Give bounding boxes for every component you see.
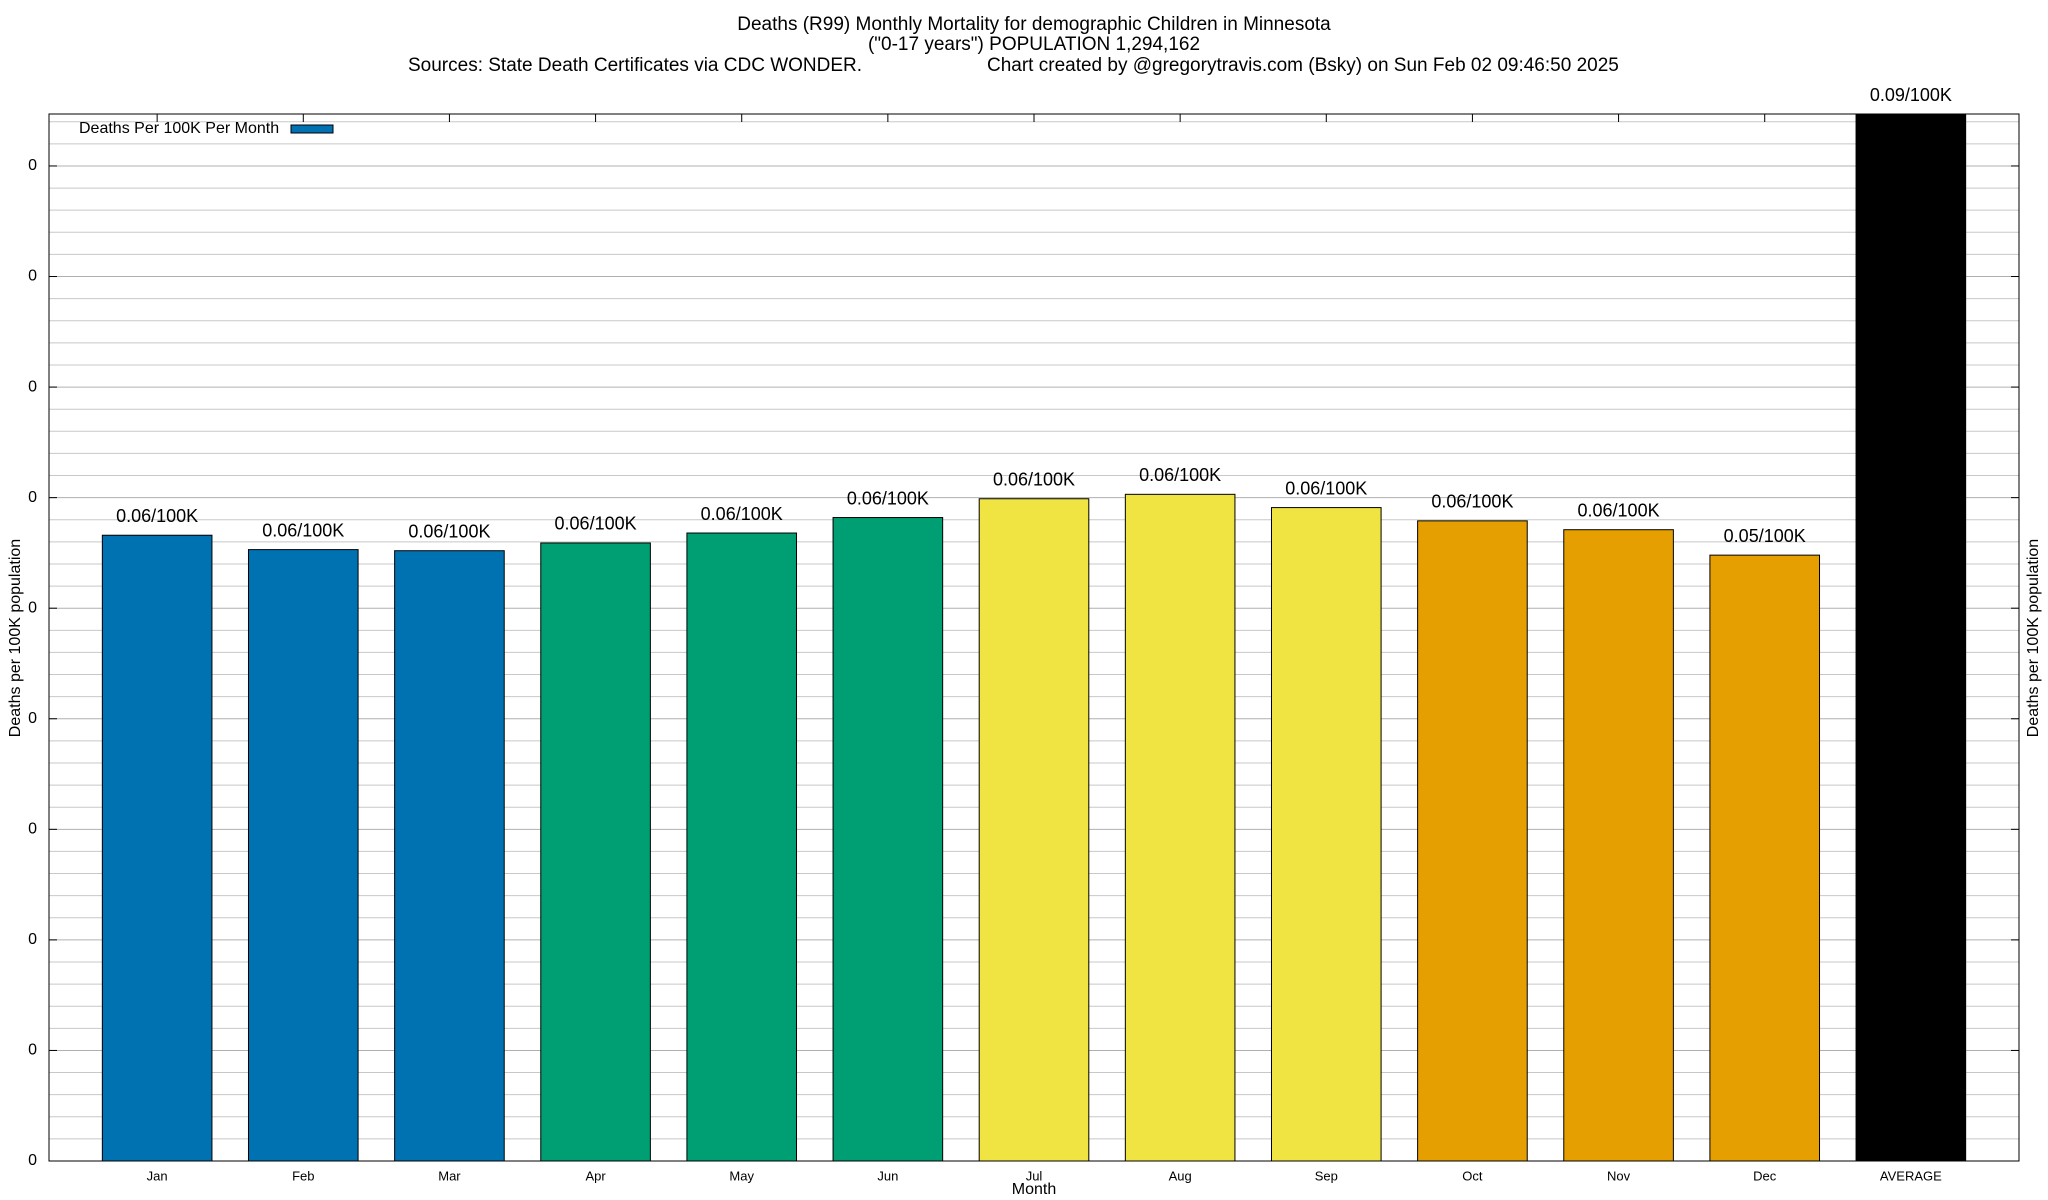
y-tick-label: 0 <box>28 489 37 506</box>
value-label: 0.06/100K <box>116 506 198 526</box>
bar <box>978 498 1090 1162</box>
legend-label: Deaths Per 100K Per Month <box>79 120 279 137</box>
bar <box>394 550 505 1162</box>
x-tick-label: Oct <box>1462 1168 1483 1183</box>
y-tick-label: 0 <box>28 821 37 838</box>
x-tick-label: Jan <box>147 1168 168 1183</box>
value-label: 0.09/100K <box>1870 85 1952 105</box>
bar <box>247 549 359 1162</box>
value-label: 0.06/100K <box>1578 500 1660 520</box>
source-note: Sources: State Death Certificates via CD… <box>408 55 862 76</box>
x-tick-label: Dec <box>1753 1168 1777 1183</box>
y-tick-label: 0 <box>28 378 37 395</box>
bar <box>101 534 213 1162</box>
y-tick-label: 0 <box>28 710 37 727</box>
value-label: 0.06/100K <box>262 520 344 540</box>
x-tick-label: May <box>729 1168 754 1183</box>
bar <box>832 517 944 1162</box>
x-tick-label: Aug <box>1169 1168 1192 1183</box>
value-label: 0.06/100K <box>847 488 929 508</box>
value-label: 0.06/100K <box>408 521 490 541</box>
chart-subtitle: ("0-17 years") POPULATION 1,294,162 <box>868 34 1200 55</box>
bar <box>540 542 651 1162</box>
chart-title: Deaths (R99) Monthly Mortality for demog… <box>737 14 1331 35</box>
bar <box>1124 493 1236 1162</box>
x-tick-label: Jul <box>1026 1168 1043 1183</box>
bar <box>1709 554 1821 1162</box>
credit-note: Chart created by @gregorytravis.com (Bsk… <box>987 55 1619 76</box>
value-label: 0.06/100K <box>1431 492 1513 512</box>
legend-swatch <box>290 124 334 134</box>
y-tick-label: 0 <box>28 599 37 616</box>
x-tick-label: AVERAGE <box>1880 1168 1942 1183</box>
x-tick-label: Jun <box>877 1168 898 1183</box>
y-tick-label: 0 <box>28 931 37 948</box>
y-tick-label: 0 <box>28 1042 37 1059</box>
x-tick-label: Feb <box>292 1168 314 1183</box>
bar <box>1417 520 1528 1162</box>
x-axis-label: Month <box>1012 1181 1056 1198</box>
value-label: 0.06/100K <box>993 469 1075 489</box>
value-label: 0.05/100K <box>1724 526 1806 546</box>
value-label: 0.06/100K <box>1139 465 1221 485</box>
value-label: 0.06/100K <box>555 514 637 534</box>
bar <box>1270 507 1382 1162</box>
x-tick-label: Nov <box>1607 1168 1631 1183</box>
value-label: 0.06/100K <box>1285 478 1367 498</box>
bar <box>1563 529 1674 1162</box>
y-tick-label: 0 <box>28 157 37 174</box>
bar <box>1855 113 1967 1162</box>
y-tick-label: 0 <box>28 268 37 285</box>
y2-axis-label: Deaths per 100K population <box>2025 539 2042 737</box>
x-tick-label: Mar <box>438 1168 461 1183</box>
value-label: 0.06/100K <box>701 504 783 524</box>
x-tick-label: Sep <box>1315 1168 1338 1183</box>
y-tick-label: 0 <box>28 1152 37 1169</box>
y-axis-label: Deaths per 100K population <box>7 539 24 737</box>
x-tick-label: Apr <box>585 1168 606 1183</box>
bar <box>686 532 798 1162</box>
plot-frame <box>48 113 2020 1162</box>
